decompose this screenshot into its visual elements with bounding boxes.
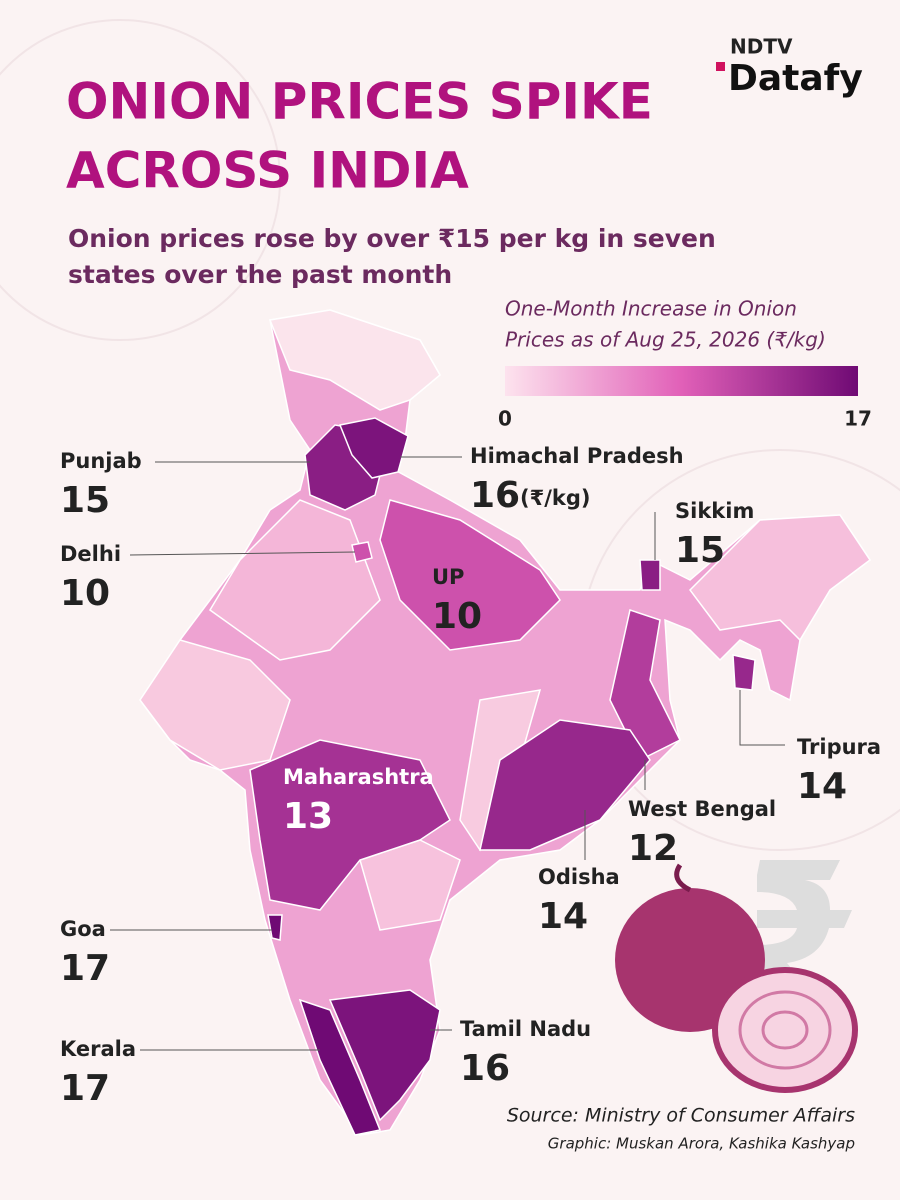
onion-top bbox=[674, 863, 692, 893]
state-value: 17 bbox=[60, 948, 110, 989]
onion-half bbox=[712, 967, 858, 1093]
source: Source: Ministry of Consumer Affairs bbox=[507, 1105, 855, 1127]
title: ONION PRICES SPIKE bbox=[66, 73, 653, 131]
state-value: 10 bbox=[60, 573, 110, 614]
state-name: Sikkim bbox=[675, 499, 754, 523]
state-shape bbox=[732, 654, 756, 691]
subtitle: states over the past month bbox=[68, 260, 452, 289]
state-shape bbox=[351, 541, 373, 563]
logo-dot bbox=[716, 62, 725, 71]
india-map bbox=[138, 309, 872, 1136]
color-scale bbox=[505, 366, 858, 396]
state-name: Maharashtra bbox=[283, 765, 434, 789]
state-value: 15 bbox=[675, 530, 725, 571]
northeast bbox=[689, 514, 872, 642]
leader-line bbox=[129, 551, 356, 556]
state-name: Punjab bbox=[60, 449, 142, 473]
gujarat bbox=[139, 639, 291, 771]
state-shape bbox=[479, 719, 651, 851]
state-value: 17 bbox=[60, 1068, 110, 1109]
logo: Datafy bbox=[728, 58, 863, 99]
state-shape bbox=[609, 609, 682, 762]
state-name: Delhi bbox=[60, 542, 121, 566]
state-value: 16 bbox=[460, 1048, 510, 1089]
legend-max: 17 bbox=[844, 407, 872, 431]
subtitle: Onion prices rose by over ₹15 per kg in … bbox=[68, 224, 716, 253]
state-value: 14 bbox=[538, 896, 588, 937]
unit-label: (₹/kg) bbox=[520, 486, 590, 510]
onion-illustration bbox=[615, 860, 858, 1093]
state-name: Tripura bbox=[797, 735, 881, 759]
state-value: 13 bbox=[283, 796, 333, 837]
bg-swirl bbox=[0, 19, 281, 341]
credit: Graphic: Muskan Arora, Kashika Kashyap bbox=[548, 1135, 855, 1153]
onion-ring bbox=[761, 1010, 809, 1050]
state-value: 12 bbox=[628, 828, 678, 869]
title: ACROSS INDIA bbox=[66, 142, 469, 200]
state-name: UP bbox=[432, 565, 464, 589]
state-value: 10 bbox=[432, 596, 482, 637]
state-name: Himachal Pradesh bbox=[470, 444, 684, 468]
rajasthan bbox=[209, 499, 381, 661]
state-value: 14 bbox=[797, 766, 847, 807]
state-shape bbox=[639, 559, 661, 591]
state-shape bbox=[328, 989, 441, 1122]
state-shape bbox=[338, 417, 409, 479]
state-name: West Bengal bbox=[628, 797, 776, 821]
leader-line bbox=[739, 690, 785, 746]
state-name: Kerala bbox=[60, 1037, 136, 1061]
state-shape bbox=[379, 499, 561, 651]
state-name: Odisha bbox=[538, 865, 620, 889]
state-value: 16 bbox=[470, 475, 520, 516]
legend-title: Prices as of Aug 25, 2026 (₹/kg) bbox=[505, 328, 826, 352]
state-shape bbox=[298, 998, 382, 1136]
state-value: 15 bbox=[60, 480, 110, 521]
onion-ring bbox=[738, 990, 832, 1070]
state-name: Tamil Nadu bbox=[460, 1017, 591, 1041]
kashmir bbox=[268, 309, 441, 411]
logo-top: NDTV bbox=[730, 35, 793, 59]
legend-title: One-Month Increase in Onion bbox=[505, 297, 797, 321]
state-shape bbox=[249, 739, 451, 911]
legend-min: 0 bbox=[498, 407, 512, 431]
state-name: Goa bbox=[60, 917, 106, 941]
